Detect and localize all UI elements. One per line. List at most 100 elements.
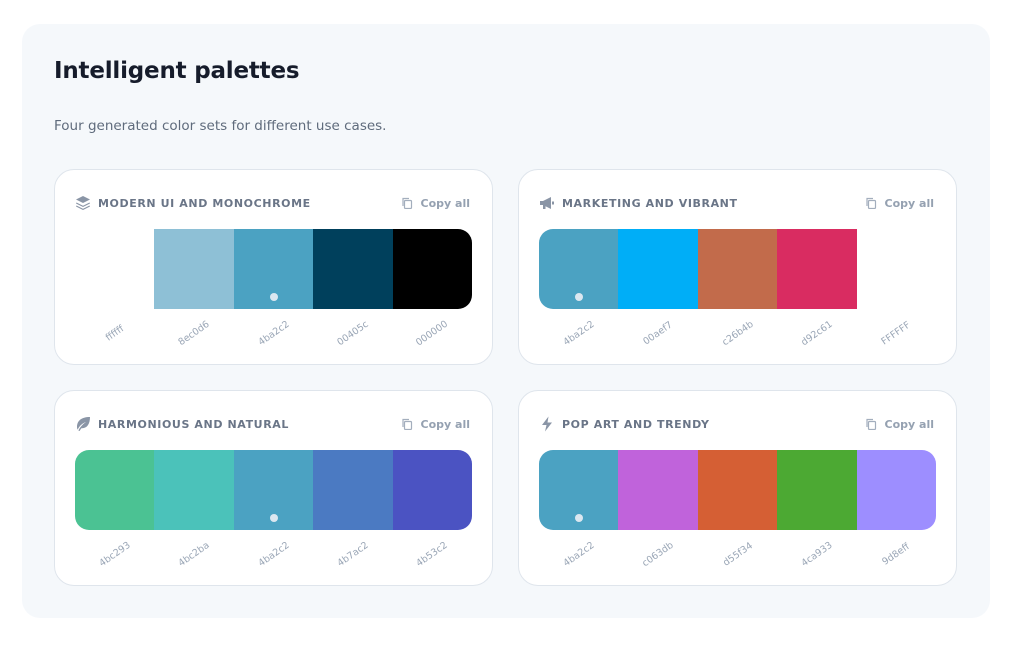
swatch-labels: 4ba2c2 00aef7 c26b4b d92c61 FFFFFF — [539, 318, 936, 350]
color-swatch[interactable] — [856, 450, 936, 530]
color-swatch[interactable] — [777, 450, 857, 530]
base-color-marker — [269, 514, 278, 522]
color-swatch[interactable] — [75, 229, 155, 309]
copy-all-label: Copy all — [884, 417, 934, 431]
color-swatch[interactable] — [697, 450, 778, 530]
hex-label-cell: 4ba2c2 — [234, 539, 313, 571]
copy-icon — [863, 195, 879, 211]
hex-label-cell: 4bc293 — [75, 539, 154, 571]
card-title: MODERN UI AND MONOCHROME — [98, 196, 311, 210]
color-swatch[interactable] — [75, 450, 155, 530]
swatch-labels: 4ba2c2 c063db d55f34 4ca933 9d8eff — [539, 539, 936, 571]
hex-label-cell: 4bc2ba — [154, 539, 233, 571]
color-swatch[interactable] — [154, 229, 234, 309]
hex-code-label[interactable]: 00aef7 — [641, 319, 675, 348]
color-swatch[interactable] — [313, 450, 393, 530]
leaf-icon — [75, 416, 91, 432]
hex-label-cell: 4b7ac2 — [313, 539, 392, 571]
hex-code-label[interactable]: 000000 — [414, 318, 451, 349]
hex-label-cell: ffffff — [75, 320, 154, 350]
copy-all-button[interactable]: Copy all — [399, 416, 470, 432]
swatch-labels: ffffff 8ec0d6 4ba2c2 00405c 000000 — [75, 318, 472, 350]
layers-icon — [75, 195, 91, 211]
palette-card-marketing: MARKETING AND VIBRANT Copy all 4ba2c2 00a… — [518, 169, 957, 365]
swatch-strip — [539, 450, 936, 530]
hex-label-cell: 4b53c2 — [393, 539, 472, 571]
color-swatch[interactable] — [618, 450, 698, 530]
copy-all-button[interactable]: Copy all — [863, 416, 934, 432]
color-swatch[interactable] — [233, 229, 314, 309]
copy-icon — [863, 416, 879, 432]
card-title-group: MODERN UI AND MONOCHROME — [75, 195, 311, 211]
card-header: HARMONIOUS AND NATURAL Copy all — [75, 415, 470, 433]
color-swatch[interactable] — [392, 450, 472, 530]
hex-label-cell: 8ec0d6 — [154, 318, 233, 350]
hex-code-label[interactable]: 8ec0d6 — [176, 318, 212, 349]
color-swatch[interactable] — [539, 450, 619, 530]
color-swatch[interactable] — [618, 229, 698, 309]
hex-label-cell: 4ca933 — [777, 539, 856, 571]
color-swatch[interactable] — [154, 450, 234, 530]
card-header: MARKETING AND VIBRANT Copy all — [539, 194, 934, 212]
hex-label-cell: FFFFFF — [857, 320, 936, 350]
lightning-icon — [539, 416, 555, 432]
base-color-marker — [269, 293, 278, 301]
copy-all-label: Copy all — [420, 417, 470, 431]
card-header: MODERN UI AND MONOCHROME Copy all — [75, 194, 470, 212]
copy-all-label: Copy all — [884, 196, 934, 210]
color-swatch[interactable] — [233, 450, 314, 530]
swatch-strip — [75, 229, 472, 309]
copy-all-label: Copy all — [420, 196, 470, 210]
hex-code-label[interactable]: 4ba2c2 — [255, 318, 292, 349]
hex-code-label[interactable]: ffffff — [103, 323, 126, 344]
swatch-strip — [539, 229, 936, 309]
hex-label-cell: 4ba2c2 — [539, 318, 618, 350]
hex-label-cell: 4ba2c2 — [539, 539, 618, 571]
copy-icon — [399, 195, 415, 211]
hex-code-label[interactable]: d92c61 — [799, 318, 835, 349]
hex-code-label[interactable]: 9d8eff — [880, 541, 912, 568]
hex-label-cell: d55f34 — [698, 540, 777, 571]
color-swatch[interactable] — [856, 229, 936, 309]
card-title-group: HARMONIOUS AND NATURAL — [75, 416, 289, 432]
palette-card-natural: HARMONIOUS AND NATURAL Copy all 4bc293 4b… — [54, 390, 493, 586]
color-swatch[interactable] — [777, 229, 857, 309]
hex-code-label[interactable]: 4b53c2 — [414, 539, 450, 570]
hex-code-label[interactable]: 4b7ac2 — [335, 539, 371, 570]
card-title-group: POP ART AND TRENDY — [539, 416, 710, 432]
hex-code-label[interactable]: d55f34 — [720, 540, 755, 569]
card-title-group: MARKETING AND VIBRANT — [539, 195, 738, 211]
copy-all-button[interactable]: Copy all — [399, 195, 470, 211]
hex-code-label[interactable]: 4ba2c2 — [255, 539, 292, 570]
hex-code-label[interactable]: 4ca933 — [799, 539, 835, 570]
base-color-marker — [574, 514, 583, 522]
card-title: POP ART AND TRENDY — [562, 417, 710, 431]
hex-code-label[interactable]: 4ba2c2 — [561, 318, 597, 349]
hex-code-label[interactable]: FFFFFF — [879, 319, 913, 348]
copy-icon — [399, 416, 415, 432]
color-swatch[interactable] — [392, 229, 472, 309]
card-title: MARKETING AND VIBRANT — [562, 196, 738, 210]
hex-label-cell: d92c61 — [777, 318, 856, 350]
hex-code-label[interactable]: c26b4b — [719, 318, 756, 349]
hex-code-label[interactable]: 4ba2c2 — [561, 539, 597, 570]
page-subtitle: Four generated color sets for different … — [54, 118, 387, 134]
hex-label-cell: c26b4b — [698, 318, 777, 350]
base-color-marker — [574, 293, 583, 301]
hex-code-label[interactable]: 4bc293 — [97, 539, 133, 570]
color-swatch[interactable] — [697, 229, 778, 309]
hex-label-cell: 000000 — [393, 318, 472, 350]
color-swatch[interactable] — [313, 229, 393, 309]
hex-code-label[interactable]: c063db — [640, 539, 676, 570]
hex-code-label[interactable]: 4bc2ba — [176, 539, 212, 570]
hex-label-cell: 00aef7 — [618, 319, 697, 350]
megaphone-icon — [539, 195, 555, 211]
palettes-panel: Intelligent palettes Four generated colo… — [22, 24, 990, 618]
copy-all-button[interactable]: Copy all — [863, 195, 934, 211]
palette-card-pop-art: POP ART AND TRENDY Copy all 4ba2c2 c063db… — [518, 390, 957, 586]
swatch-labels: 4bc293 4bc2ba 4ba2c2 4b7ac2 4b53c2 — [75, 539, 472, 571]
hex-label-cell: c063db — [618, 539, 697, 571]
color-swatch[interactable] — [539, 229, 619, 309]
hex-code-label[interactable]: 00405c — [335, 318, 371, 349]
hex-label-cell: 9d8eff — [857, 541, 936, 571]
